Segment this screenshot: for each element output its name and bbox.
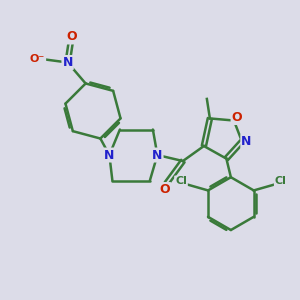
Text: O: O	[160, 183, 170, 196]
Text: O: O	[232, 111, 242, 124]
Text: Cl: Cl	[275, 176, 287, 186]
Text: Cl: Cl	[175, 176, 187, 186]
Text: N: N	[62, 56, 73, 69]
Text: N: N	[104, 148, 115, 161]
Text: N: N	[152, 148, 163, 161]
Text: O⁻: O⁻	[30, 55, 45, 64]
Text: N: N	[241, 135, 252, 148]
Text: O: O	[67, 31, 77, 44]
